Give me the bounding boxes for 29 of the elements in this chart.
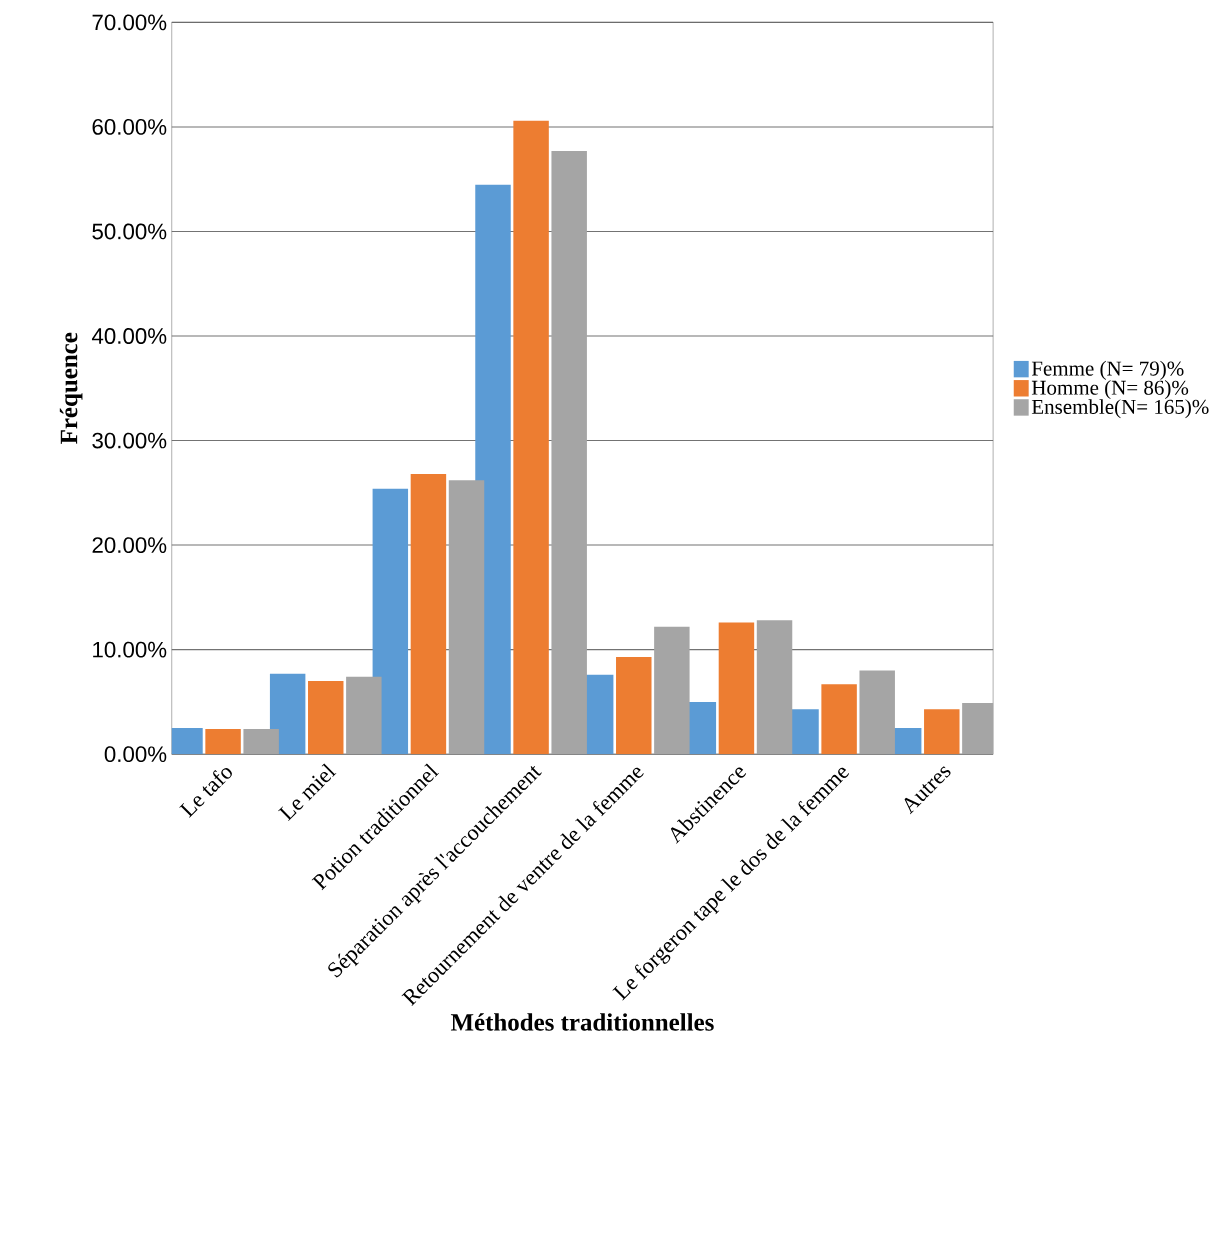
x-tick-label: Le tafo (179, 768, 232, 818)
y-axis-title: Fréquence (59, 332, 83, 444)
bar (372, 488, 409, 755)
y-tick-label: 30.00% (92, 432, 167, 449)
bar (821, 684, 857, 755)
legend-label: Femme (N= 79)% (1031, 360, 1184, 380)
bar (551, 150, 587, 755)
y-tick-label: 60.00% (92, 119, 167, 135)
x-axis-title: Méthodes traditionnelles (450, 1013, 714, 1031)
y-tick-label: 20.00% (92, 537, 167, 553)
bar (654, 626, 690, 755)
bar (269, 673, 306, 755)
bar (243, 729, 279, 755)
bar (513, 120, 549, 755)
bar (410, 474, 447, 755)
bar (448, 480, 485, 755)
y-tick-label: 50.00% (92, 223, 167, 240)
bar (346, 676, 382, 755)
bar (756, 620, 793, 755)
bar (307, 681, 344, 755)
bar (616, 656, 652, 755)
bar (859, 670, 895, 755)
y-tick-label: 0.00% (104, 746, 167, 763)
y-tick-label: 10.00% (93, 641, 167, 658)
bar (718, 622, 755, 755)
y-tick-label: 70.00% (92, 14, 167, 31)
y-tick-label: 40.00% (91, 328, 167, 344)
legend-label: Ensemble(N= 165)% (1031, 399, 1209, 419)
legend-label: Homme (N= 86)% (1031, 380, 1189, 400)
